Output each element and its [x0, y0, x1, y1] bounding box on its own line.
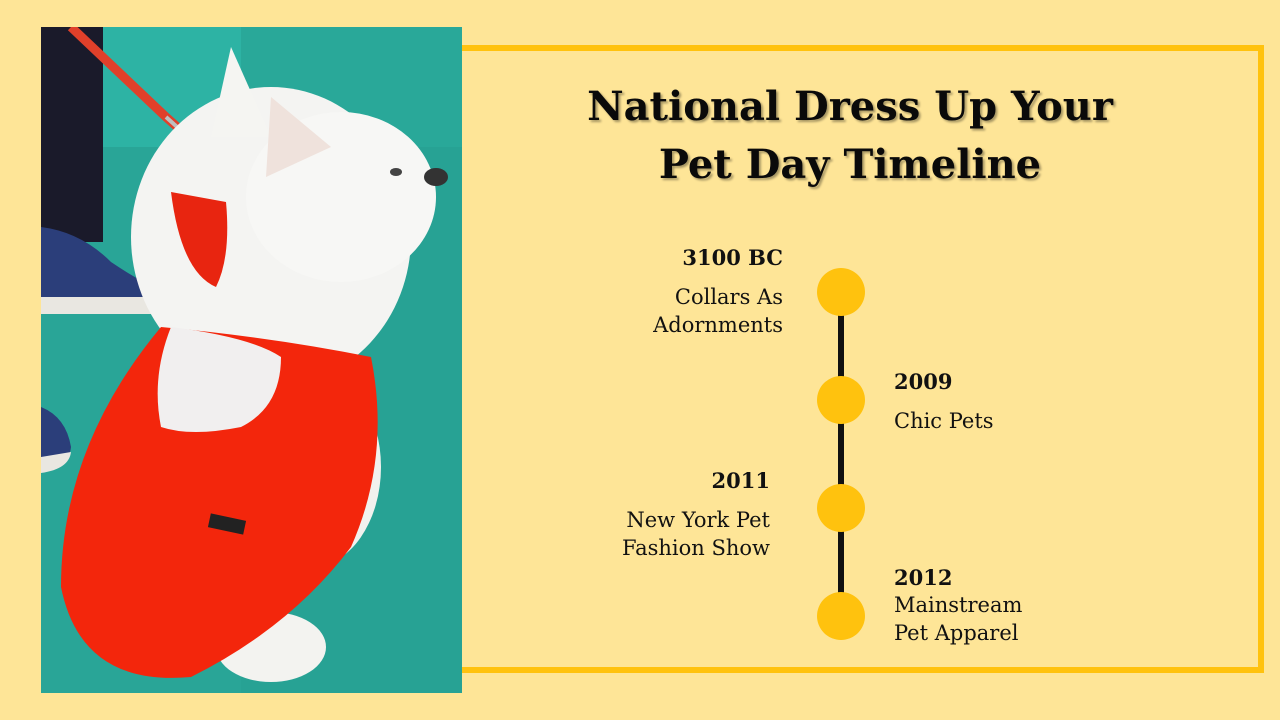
- timeline-year: 2009: [894, 369, 953, 394]
- title-line-1: National Dress Up Your: [587, 83, 1113, 130]
- timeline-dot-1: [817, 268, 865, 316]
- timeline-line: [838, 292, 844, 616]
- timeline-dot-4: [817, 592, 865, 640]
- timeline-dot-2: [817, 376, 865, 424]
- timeline-item-2: 2009 Chic Pets: [894, 369, 1134, 435]
- timeline-dot-3: [817, 484, 865, 532]
- timeline-year: 3100 BC: [682, 245, 783, 270]
- timeline-label: Adornments: [653, 313, 783, 337]
- timeline-item-3: 2011 New York Pet Fashion Show: [530, 468, 770, 562]
- timeline-label: Mainstream: [894, 593, 1023, 617]
- dog-photo: [41, 27, 462, 693]
- timeline-item-1: 3100 BC Collars As Adornments: [543, 245, 783, 339]
- timeline-label: New York Pet: [626, 508, 770, 532]
- page-title: National Dress Up Your Pet Day Timeline: [520, 78, 1180, 194]
- timeline-label: Collars As: [674, 285, 783, 309]
- timeline-label: Chic Pets: [894, 409, 994, 433]
- timeline-item-4: 2012 Mainstream Pet Apparel: [894, 565, 1134, 647]
- title-line-2: Pet Day Timeline: [658, 141, 1042, 188]
- timeline-year: 2012: [894, 565, 953, 590]
- timeline-label: Pet Apparel: [894, 621, 1019, 645]
- timeline-year: 2011: [711, 468, 770, 493]
- timeline-label: Fashion Show: [621, 536, 770, 560]
